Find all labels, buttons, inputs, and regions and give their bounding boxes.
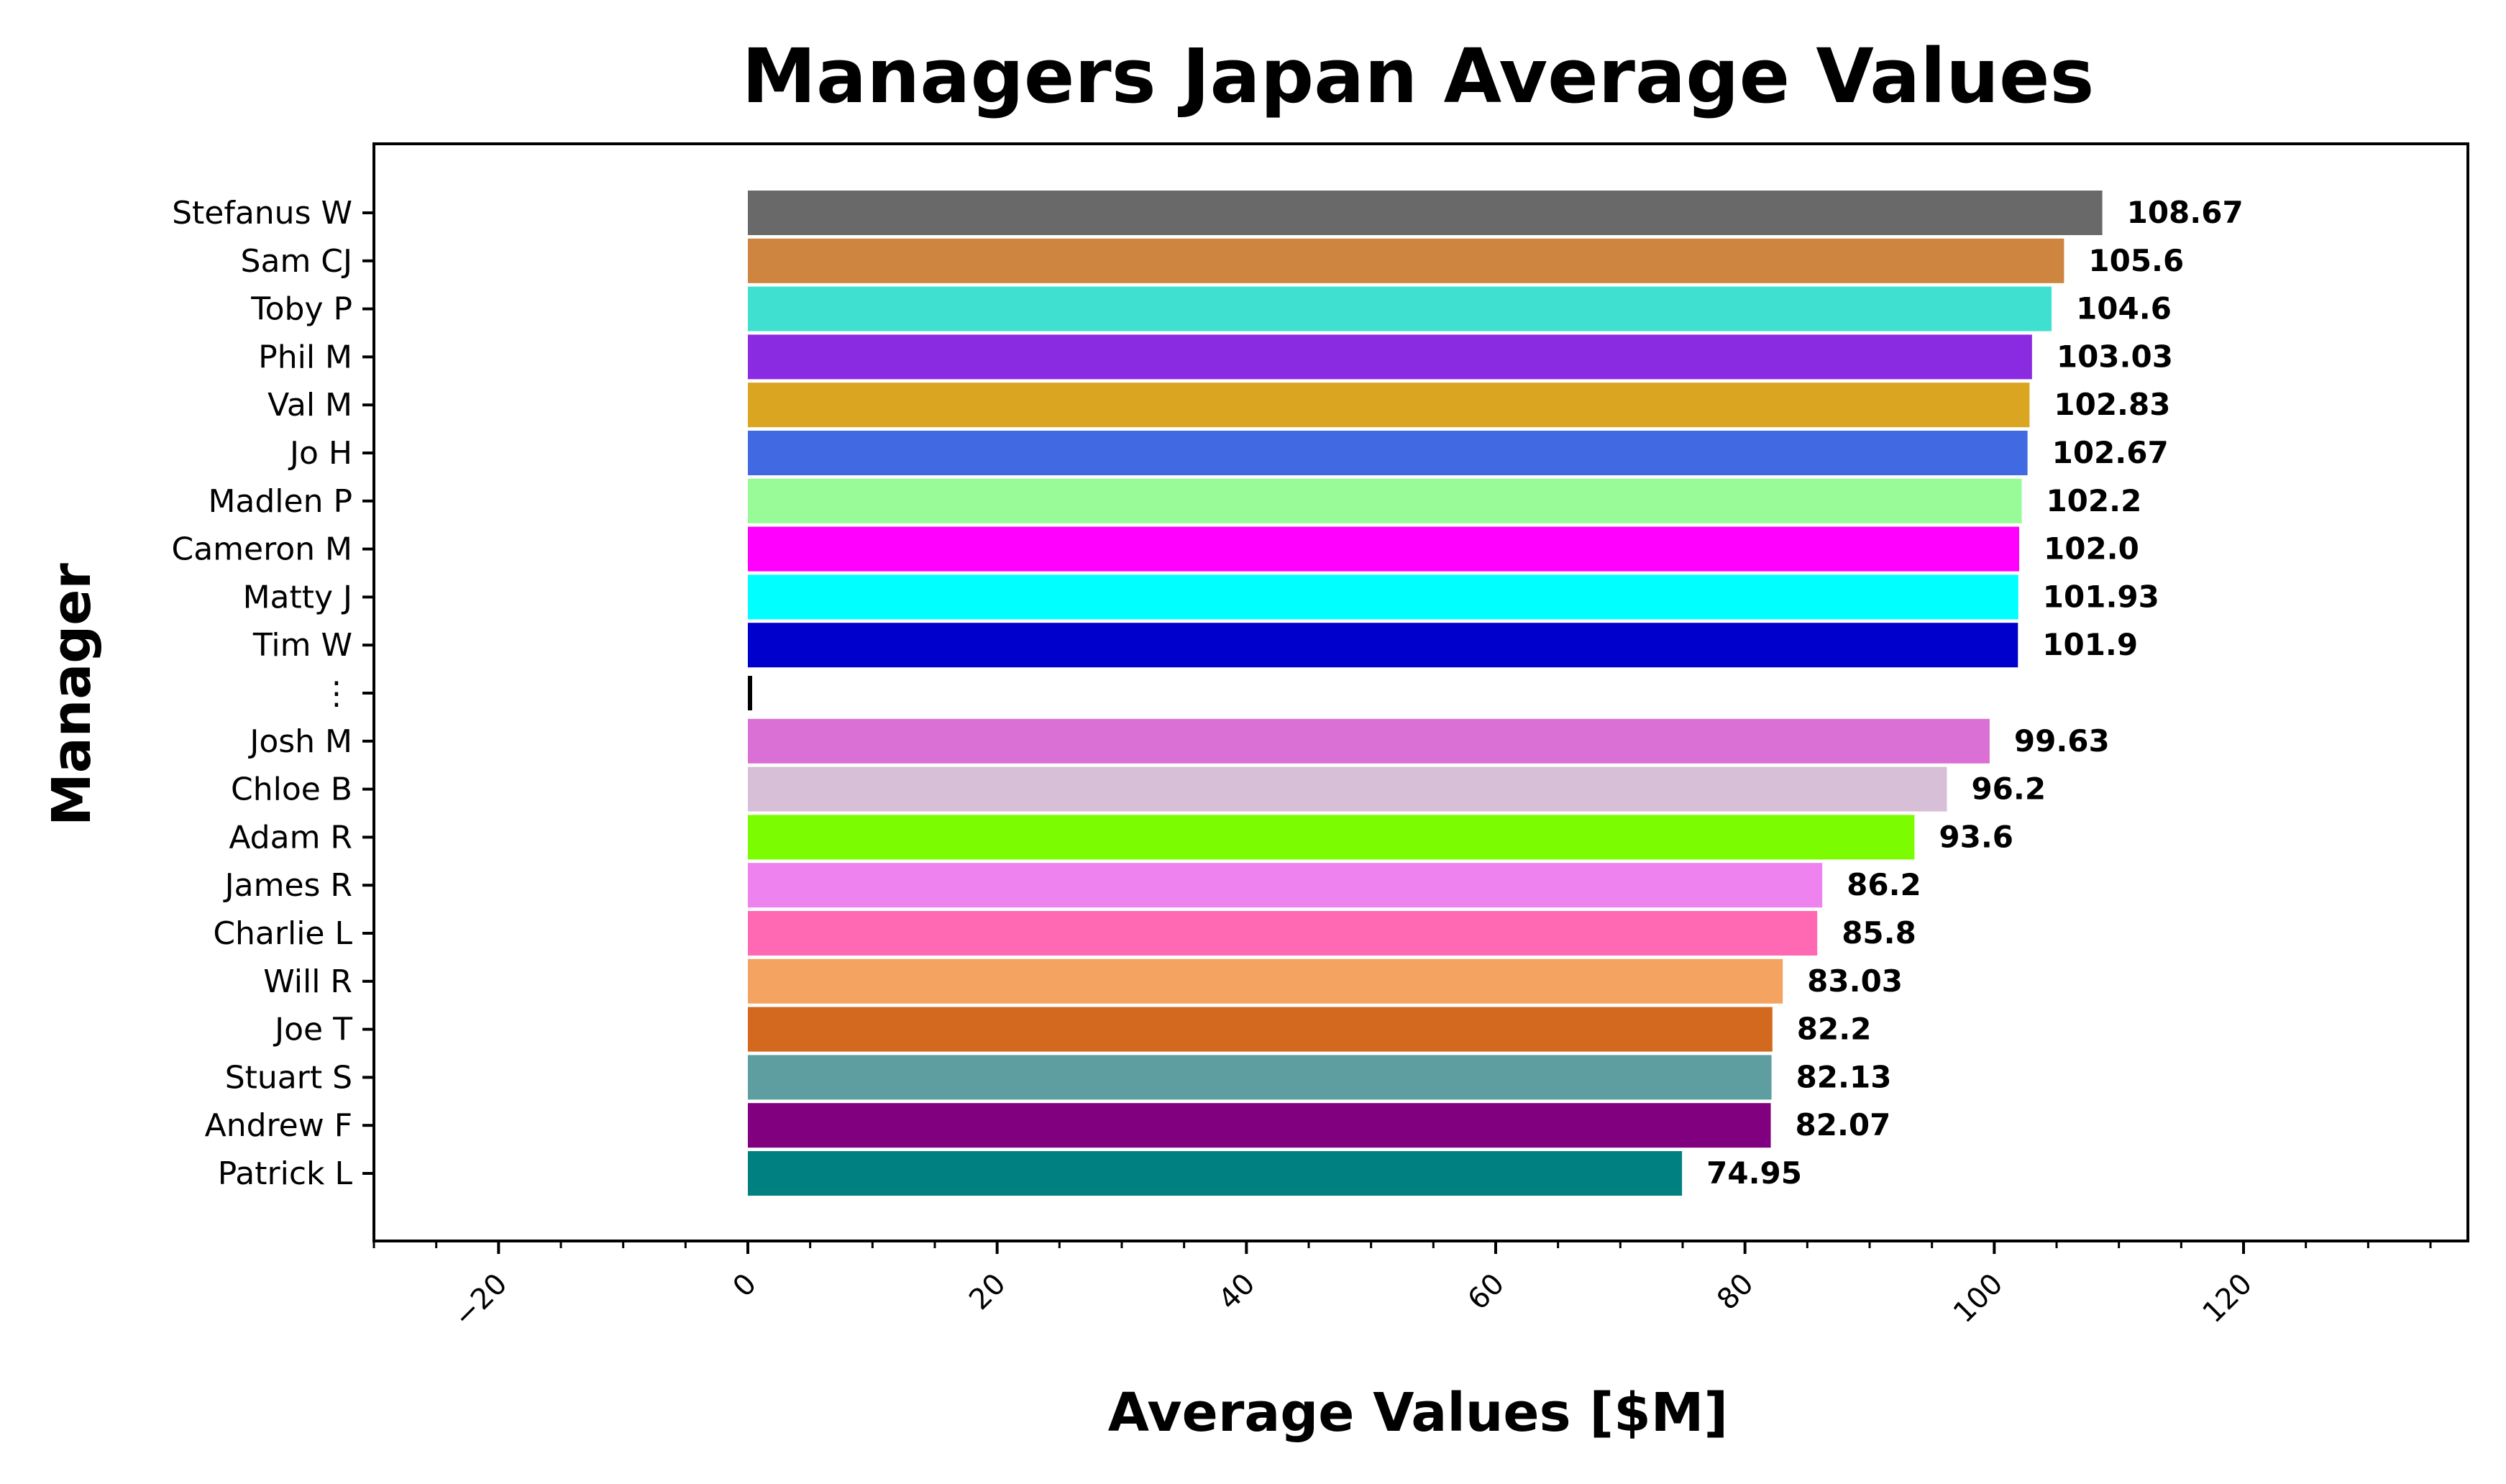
category-label: Cameron M [172,531,353,568]
value-label: 96.2 [1971,771,2046,807]
value-label: 82.2 [1797,1012,1872,1047]
ellipsis-separator-mark [748,676,752,710]
value-label: 102.67 [2052,435,2169,470]
value-label: 102.83 [2054,387,2170,422]
category-labels: Stefanus W Sam CJ Toby P Phil M Val M Jo H Mad… [172,195,374,1192]
x-tick-label: −20 [447,1268,513,1334]
category-label: Jo H [288,435,352,472]
value-label: 82.07 [1796,1107,1891,1142]
bar [748,574,2018,620]
value-label: 99.63 [2014,723,2110,759]
category-label: Andrew F [205,1107,352,1144]
value-label: 101.93 [2043,579,2159,614]
bar [748,815,1915,860]
x-tick-label: 80 [1711,1268,1760,1317]
bar [748,1103,1771,1148]
category-label: Matty J [243,579,352,615]
category-label: ⋮ [321,675,352,712]
value-label: 104.6 [2076,291,2172,326]
category-label: Sam CJ [241,243,352,280]
x-tick-label: 60 [1462,1268,1512,1317]
bar [748,766,1947,812]
x-tick-label: 120 [2197,1268,2259,1330]
category-label: Stefanus W [172,195,352,232]
bars-group: 108.67 105.6 104.6 103.03 102.83 102.67 102.2 1… [748,191,2244,1196]
bar [748,191,2103,235]
value-label: 108.67 [2127,195,2244,230]
category-label: Charlie L [213,915,352,952]
bar [748,1151,1683,1196]
category-label: Chloe B [231,771,352,808]
bar [748,383,2030,428]
bar [748,863,1823,908]
bar [748,1055,1772,1100]
x-tick-label: 40 [1212,1268,1262,1317]
category-label: Josh M [247,723,352,760]
x-axis-label: Average Values [$M] [1108,1382,1728,1444]
value-label: 105.6 [2088,243,2184,278]
value-label: 74.95 [1706,1155,1802,1191]
value-label: 102.2 [2046,483,2141,518]
bar [748,526,2019,572]
bar [748,286,2052,331]
category-label: Madlen P [208,483,352,520]
category-label: Phil M [258,339,352,375]
bar [748,478,2022,523]
category-label: Val M [267,387,352,423]
value-label: 93.6 [1939,819,2013,854]
value-label: 85.8 [1842,915,1916,951]
category-label: Adam R [229,819,352,856]
bar [748,431,2028,475]
x-axis-ticks: −20 0 20 40 60 80 100 120 [372,1241,2432,1334]
x-tick-label: 20 [963,1268,1012,1317]
chart-title: Managers Japan Average Values [742,32,2095,120]
bar [748,718,1990,764]
value-label: 82.13 [1796,1059,1892,1094]
category-label: Will R [263,963,352,1000]
bar [748,623,2018,668]
bar [748,1007,1773,1052]
x-tick-label: 0 [727,1268,764,1304]
category-label: Tim W [252,627,352,664]
category-label: Patrick L [218,1155,353,1192]
value-label: 101.9 [2042,627,2138,662]
value-label: 102.0 [2044,531,2139,567]
x-tick-label: 100 [1947,1268,2010,1330]
value-label: 86.2 [1847,867,1921,902]
category-label: Joe T [273,1012,352,1048]
bar [748,334,2032,380]
value-label: 103.03 [2057,339,2173,374]
category-label: Toby P [250,291,352,328]
bar [748,238,2064,283]
y-axis-label: Manager [41,563,103,826]
category-label: Stuart S [225,1059,352,1096]
bar [748,958,1783,1004]
category-label: James R [223,867,352,904]
bar [748,911,1818,956]
value-label: 83.03 [1807,963,1903,999]
